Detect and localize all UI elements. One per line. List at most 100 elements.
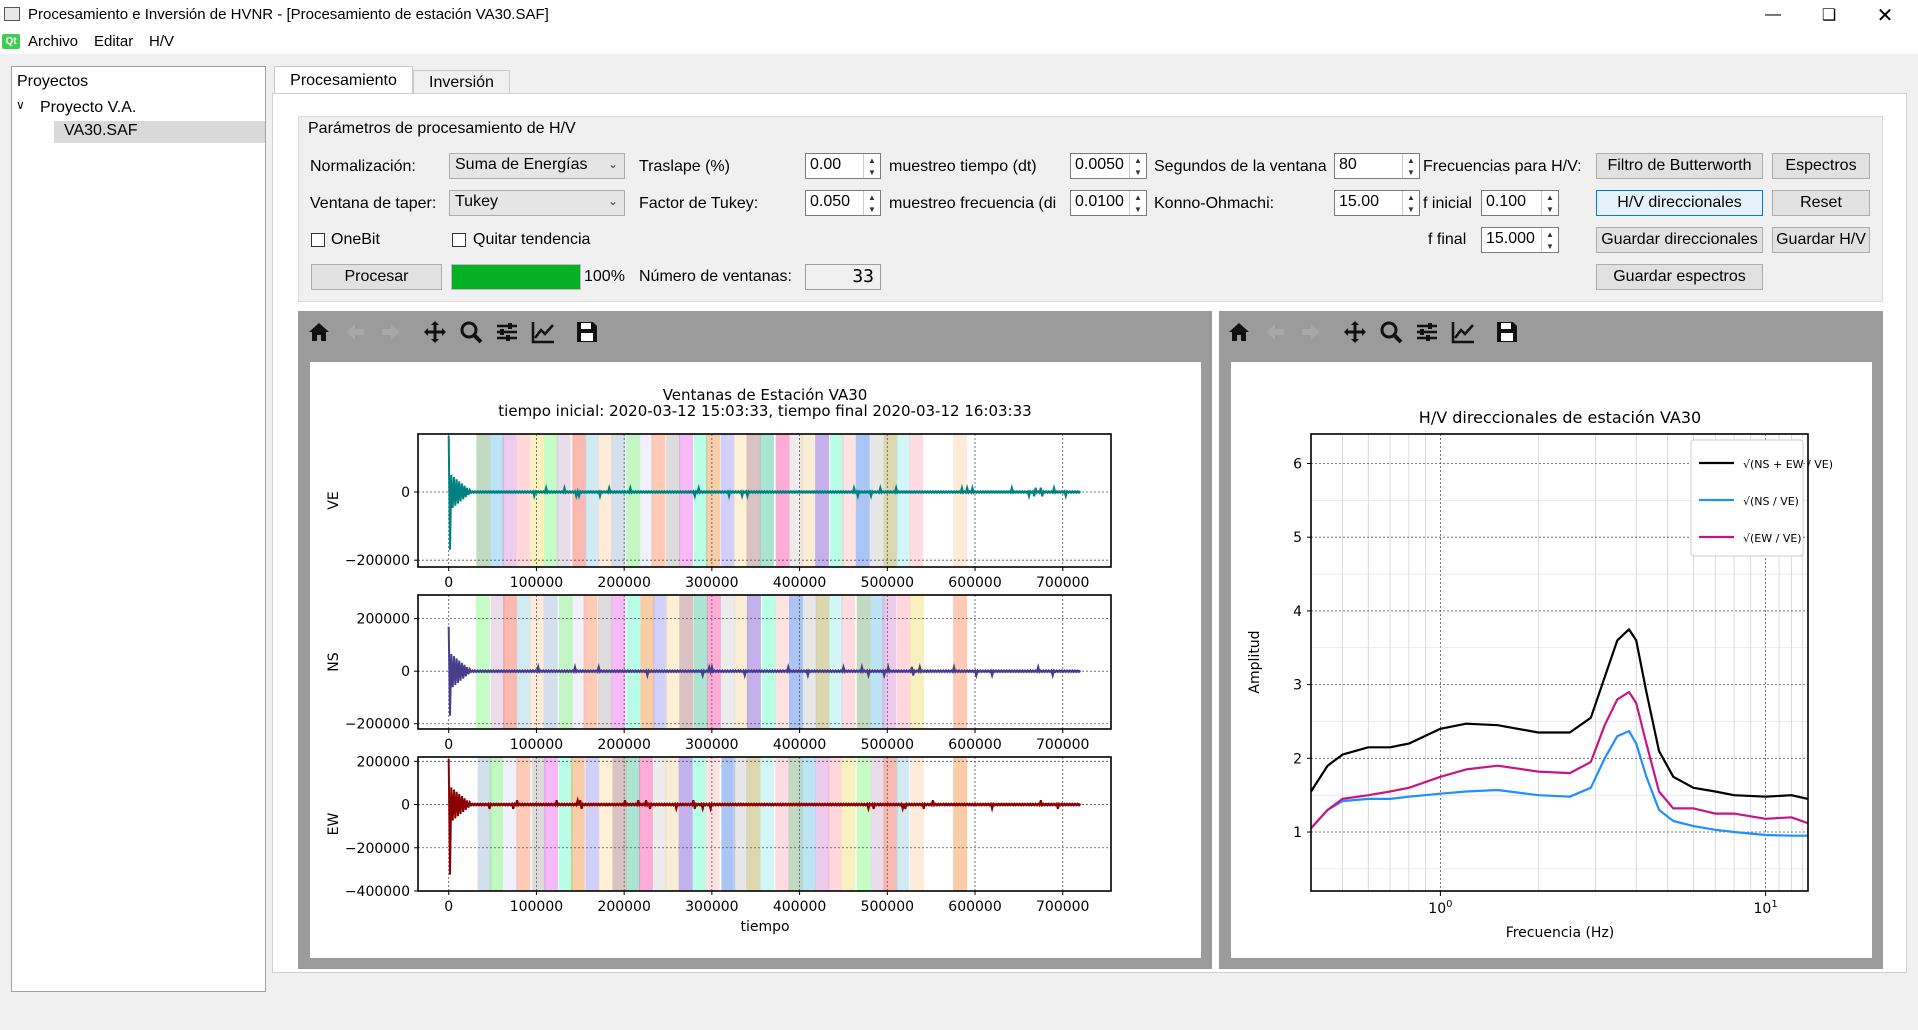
forward-icon[interactable] <box>1296 316 1326 348</box>
window-band <box>583 595 598 729</box>
save-icon[interactable] <box>1492 316 1522 348</box>
window-band <box>705 434 720 567</box>
window-band <box>896 595 911 729</box>
left-plot-toolbar <box>304 316 602 348</box>
x-tick-label: 600000 <box>948 737 1001 753</box>
x-tick-label: 0 <box>444 899 453 915</box>
app-icon <box>4 7 20 21</box>
back-icon[interactable] <box>1260 316 1290 348</box>
num-ventanas-display: 33 <box>805 264 881 290</box>
espectros-button[interactable]: Espectros <box>1772 153 1870 179</box>
reset-button[interactable]: Reset <box>1772 190 1870 216</box>
y-tick-label: 0 <box>401 664 410 680</box>
y-axis-label: Amplitud <box>1247 630 1263 693</box>
close-icon[interactable]: ✕ <box>1876 4 1894 27</box>
traslape-label: Traslape (%) <box>639 158 730 175</box>
window-band <box>543 595 558 729</box>
muestreo-frecuencia-label: muestreo frecuencia (di <box>889 195 1057 212</box>
onebit-checkbox[interactable] <box>311 233 325 247</box>
x-tick-label: 0 <box>444 575 453 591</box>
spin-arrows-icon[interactable]: ▲ ▼ <box>1541 228 1558 252</box>
x-tick-label: 100000 <box>510 575 563 591</box>
pan-icon[interactable] <box>420 316 450 348</box>
hv-canvas[interactable]: H/V direccionales de estación VA30 1 2 3 4 5 6… <box>1231 362 1872 958</box>
traslape-spinbox[interactable]: 0.00 ▲ ▼ <box>805 153 881 179</box>
tab-procesamiento[interactable]: Procesamiento <box>274 66 413 95</box>
window-band <box>570 757 585 891</box>
x-tick-label: 400000 <box>773 737 826 753</box>
spin-arrows-icon[interactable]: ▲ ▼ <box>863 191 880 215</box>
window-band <box>815 434 830 567</box>
window-band <box>572 434 587 567</box>
konno-spinbox[interactable]: 15.00 ▲ ▼ <box>1334 190 1420 216</box>
traslape-value: 0.00 <box>810 156 842 173</box>
spin-arrows-icon[interactable]: ▲ ▼ <box>863 154 880 178</box>
window-band <box>653 595 668 729</box>
chart-subtitle: tiempo inicial: 2020-03-12 15:03:33, tie… <box>498 402 1031 420</box>
spin-arrows-icon[interactable]: ▲ ▼ <box>1129 191 1146 215</box>
guardar-hv-button[interactable]: Guardar H/V <box>1772 227 1870 253</box>
spin-arrows-icon[interactable]: ▲ ▼ <box>1402 154 1419 178</box>
muestreo-tiempo-spinbox[interactable]: 0.0050 ▲ ▼ <box>1070 153 1147 179</box>
guardar-direccionales-button[interactable]: Guardar direccionales <box>1596 227 1763 253</box>
edit-axis-icon[interactable] <box>528 316 558 348</box>
normalizacion-select[interactable]: Suma de Energías ⌄ <box>449 153 625 179</box>
window-band <box>760 757 775 891</box>
time-series-canvas[interactable]: Ventanas de Estación VA30 tiempo inicial:… <box>310 362 1201 958</box>
hv-direccionales-button[interactable]: H/V direccionales <box>1596 190 1763 216</box>
tab-inversion[interactable]: Inversión <box>413 70 510 94</box>
menu-editar[interactable]: Editar <box>94 33 134 50</box>
window-band <box>815 595 830 729</box>
menu-hv[interactable]: H/V <box>149 33 175 50</box>
back-icon[interactable] <box>340 316 370 348</box>
tree-item-project[interactable]: Proyecto V.A. <box>40 99 137 116</box>
window-band <box>789 595 804 729</box>
window-band <box>612 757 627 891</box>
configure-icon[interactable] <box>492 316 522 348</box>
zoom-icon[interactable] <box>1376 316 1406 348</box>
f-final-spinbox[interactable]: 15.000 ▲ ▼ <box>1481 227 1559 253</box>
spin-arrows-icon[interactable]: ▲ ▼ <box>1541 191 1558 215</box>
spin-arrows-icon[interactable]: ▲ ▼ <box>1129 154 1146 178</box>
minimize-icon[interactable]: — <box>1765 6 1781 23</box>
y-tick-label: 0 <box>401 798 410 814</box>
forward-icon[interactable] <box>376 316 406 348</box>
y-tick-label: −200000 <box>345 717 410 733</box>
butterworth-button[interactable]: Filtro de Butterworth <box>1596 153 1763 179</box>
menu-archivo[interactable]: Archivo <box>28 33 79 50</box>
muestreo-frecuencia-spinbox[interactable]: 0.0100 ▲ ▼ <box>1070 190 1147 216</box>
segundos-spinbox[interactable]: 80 ▲ ▼ <box>1334 153 1420 179</box>
tree-item-file: VA30.SAF <box>64 122 138 139</box>
project-tree: Proyectos ∨ Proyecto V.A. VA30.SAF <box>11 66 266 992</box>
window-band <box>516 757 531 891</box>
window-band <box>705 757 720 891</box>
window-band <box>870 595 885 729</box>
save-icon[interactable] <box>572 316 602 348</box>
configure-icon[interactable] <box>1412 316 1442 348</box>
maximize-icon[interactable]: ❑ <box>1821 7 1837 24</box>
legend-label: √(NS / VE) <box>1743 495 1799 508</box>
zoom-icon[interactable] <box>456 316 486 348</box>
spin-arrows-icon[interactable]: ▲ ▼ <box>1402 191 1419 215</box>
factor-tukey-spinbox[interactable]: 0.050 ▲ ▼ <box>805 190 881 216</box>
home-icon[interactable] <box>1224 316 1254 348</box>
tree-item-file-selected[interactable]: VA30.SAF <box>54 121 265 143</box>
window-band <box>869 434 884 567</box>
pan-icon[interactable] <box>1340 316 1370 348</box>
window-band <box>706 595 721 729</box>
window-band <box>855 434 870 567</box>
segundos-label: Segundos de la ventana <box>1154 158 1327 175</box>
ventana-taper-select[interactable]: Tukey ⌄ <box>449 190 625 216</box>
procesar-button[interactable]: Procesar <box>311 264 442 290</box>
quitar-tendencia-checkbox[interactable] <box>452 233 466 247</box>
window-band <box>841 757 856 891</box>
chevron-down-icon[interactable]: ∨ <box>16 98 25 112</box>
window-band <box>611 595 626 729</box>
f-inicial-spinbox[interactable]: 0.100 ▲ ▼ <box>1481 190 1559 216</box>
edit-axis-icon[interactable] <box>1448 316 1478 348</box>
window-band <box>909 434 924 567</box>
window-band <box>556 434 571 567</box>
guardar-espectros-button[interactable]: Guardar espectros <box>1596 264 1763 290</box>
home-icon[interactable] <box>304 316 334 348</box>
